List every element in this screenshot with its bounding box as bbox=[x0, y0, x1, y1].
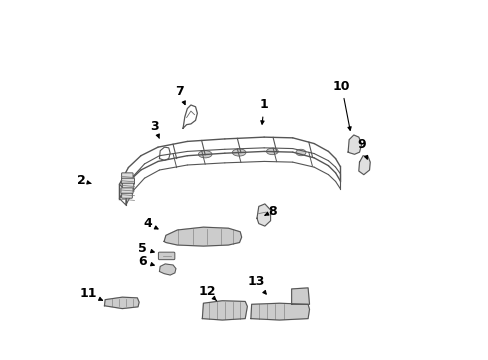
Text: 10: 10 bbox=[332, 80, 350, 130]
Polygon shape bbox=[164, 227, 241, 246]
FancyBboxPatch shape bbox=[121, 188, 133, 194]
Polygon shape bbox=[202, 301, 247, 320]
Text: 5: 5 bbox=[138, 242, 154, 255]
Polygon shape bbox=[358, 156, 369, 175]
Text: 8: 8 bbox=[264, 205, 276, 218]
Polygon shape bbox=[250, 303, 309, 320]
Text: 6: 6 bbox=[138, 255, 154, 268]
Text: 11: 11 bbox=[79, 287, 102, 300]
Text: 13: 13 bbox=[247, 275, 265, 294]
Ellipse shape bbox=[295, 149, 305, 156]
Text: 1: 1 bbox=[259, 99, 268, 124]
Text: 9: 9 bbox=[357, 139, 367, 159]
FancyBboxPatch shape bbox=[122, 173, 133, 179]
Text: 4: 4 bbox=[142, 217, 158, 230]
FancyBboxPatch shape bbox=[122, 183, 134, 189]
Polygon shape bbox=[104, 297, 139, 309]
Ellipse shape bbox=[232, 149, 245, 156]
FancyBboxPatch shape bbox=[158, 252, 175, 260]
Ellipse shape bbox=[266, 148, 278, 155]
Text: 3: 3 bbox=[150, 120, 159, 138]
Text: 7: 7 bbox=[175, 85, 185, 104]
FancyBboxPatch shape bbox=[122, 193, 132, 198]
Text: 2: 2 bbox=[76, 174, 91, 187]
FancyBboxPatch shape bbox=[122, 178, 134, 184]
Ellipse shape bbox=[351, 140, 356, 148]
Text: 12: 12 bbox=[198, 285, 216, 301]
Ellipse shape bbox=[198, 151, 212, 158]
Polygon shape bbox=[291, 288, 309, 304]
Polygon shape bbox=[257, 204, 270, 226]
Polygon shape bbox=[159, 264, 176, 275]
Polygon shape bbox=[347, 135, 361, 154]
